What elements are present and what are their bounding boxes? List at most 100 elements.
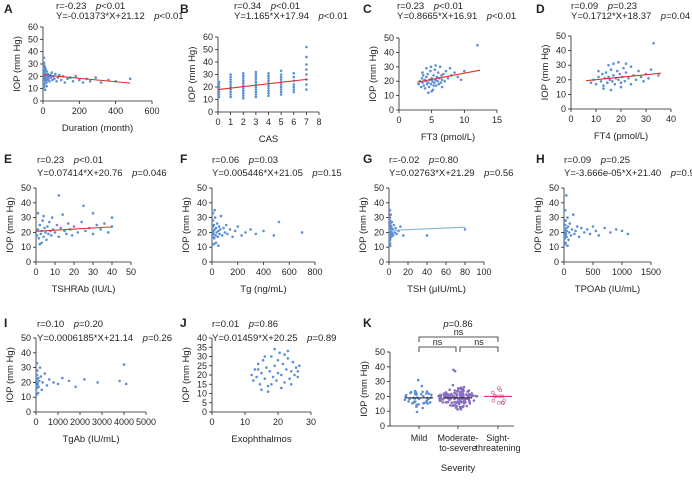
data-point	[305, 88, 308, 91]
group-point	[453, 404, 457, 407]
data-point	[42, 61, 46, 65]
data-point	[270, 355, 273, 358]
y-tick-label: 50	[375, 347, 385, 357]
y-tick-label: 20	[197, 227, 207, 237]
data-point	[440, 78, 444, 82]
y-tick-label: 30	[203, 70, 213, 80]
data-point	[279, 83, 283, 86]
stats-regression-p: p	[318, 11, 324, 22]
stats-r-gap	[64, 155, 74, 166]
data-point	[649, 68, 653, 71]
stats-regression-gap	[477, 11, 487, 22]
stats-r-p: p	[95, 1, 101, 12]
data-point	[78, 78, 81, 82]
data-point	[36, 382, 40, 386]
data-point	[433, 68, 437, 71]
stats-r-p: p	[73, 319, 79, 330]
group-point	[422, 395, 425, 398]
data-point	[613, 82, 617, 86]
data-point	[72, 225, 76, 228]
data-point	[634, 78, 638, 82]
data-point	[49, 76, 53, 79]
group-label: Sight-	[486, 433, 510, 443]
data-point	[81, 81, 85, 84]
data-point	[48, 220, 51, 224]
data-point	[611, 80, 614, 83]
x-tick-label: 0	[386, 267, 391, 277]
x-tick-label: 0	[209, 267, 214, 277]
data-point	[601, 72, 604, 76]
data-point	[91, 232, 95, 236]
data-point	[67, 379, 71, 383]
data-point	[262, 229, 265, 233]
group-point	[417, 403, 420, 406]
comparison-bracket	[459, 346, 499, 352]
x-tick-label: 0	[33, 267, 38, 277]
y-tick-label: 25	[197, 361, 207, 371]
group-point	[419, 393, 423, 396]
data-point	[266, 390, 270, 393]
data-point	[35, 373, 39, 377]
data-point	[296, 375, 300, 379]
data-point	[279, 73, 283, 76]
data-point	[639, 75, 643, 79]
stats-regression-text: Y=0.005446*X+21.05	[212, 168, 303, 179]
data-point	[61, 376, 64, 380]
data-point	[279, 69, 283, 73]
group-point	[441, 401, 445, 404]
data-point	[254, 232, 258, 236]
stats-r: r=-0.23 p<0.01	[56, 1, 125, 12]
data-point	[240, 234, 243, 237]
data-point	[276, 371, 280, 375]
stats-r-text: r=0.01	[212, 319, 239, 330]
stats-r-p: p	[428, 155, 434, 166]
data-point	[41, 219, 44, 222]
x-tick-label: 4	[266, 117, 271, 127]
data-point	[585, 228, 589, 231]
stats-regression-p: p	[311, 168, 317, 179]
data-point	[463, 228, 467, 231]
data-point	[446, 77, 450, 80]
group-point	[490, 390, 495, 395]
y-tick-label: 0	[202, 407, 207, 417]
group-point	[415, 392, 418, 396]
data-point	[629, 65, 633, 68]
data-point	[429, 82, 433, 86]
y-tick-label: 40	[375, 362, 385, 372]
data-point	[35, 234, 39, 237]
x-tick-label: 5000	[136, 417, 156, 427]
stats-r-p: p	[433, 1, 439, 12]
data-point	[443, 79, 447, 83]
data-point	[292, 85, 296, 89]
y-tick-label: 40	[21, 198, 31, 208]
group-point	[471, 394, 475, 397]
data-point	[629, 82, 633, 86]
x-tick-label: 30	[88, 267, 98, 277]
y-axis-label: IOP (mm Hg)	[533, 197, 544, 253]
group-point	[455, 401, 458, 405]
data-point	[607, 63, 610, 67]
group-point	[472, 399, 476, 402]
stats-r-text: r=0.10	[37, 319, 64, 330]
x-tick-label: 80	[460, 267, 470, 277]
data-point	[273, 364, 277, 368]
data-point	[591, 225, 595, 228]
x-tick-label: 40	[422, 267, 432, 277]
data-point	[80, 220, 83, 224]
data-point	[427, 81, 430, 84]
data-point	[267, 87, 270, 90]
data-point	[229, 95, 232, 99]
data-point	[388, 241, 392, 245]
data-point	[459, 78, 463, 82]
stats-regression-text: Y=0.02763*X+21.29	[389, 168, 475, 179]
data-point	[219, 214, 223, 218]
group-label: to-severe	[439, 443, 477, 453]
data-point	[43, 65, 47, 68]
data-point	[74, 75, 77, 78]
y-tick-label: 30	[375, 377, 385, 387]
data-point	[421, 81, 424, 84]
data-point	[279, 78, 283, 81]
stats-r-gap	[64, 319, 74, 330]
x-tick-label: 0	[568, 114, 573, 124]
